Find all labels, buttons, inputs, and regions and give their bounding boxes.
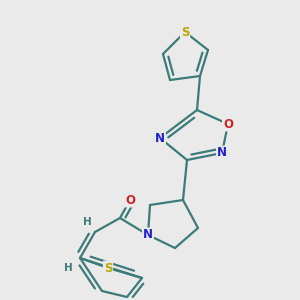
Text: N: N: [143, 229, 153, 242]
Text: S: S: [181, 26, 189, 38]
Text: H: H: [64, 263, 72, 273]
Text: O: O: [223, 118, 233, 130]
Text: S: S: [104, 262, 112, 275]
Text: N: N: [217, 146, 227, 160]
Text: N: N: [155, 131, 165, 145]
Text: H: H: [82, 217, 91, 227]
Text: O: O: [125, 194, 135, 206]
